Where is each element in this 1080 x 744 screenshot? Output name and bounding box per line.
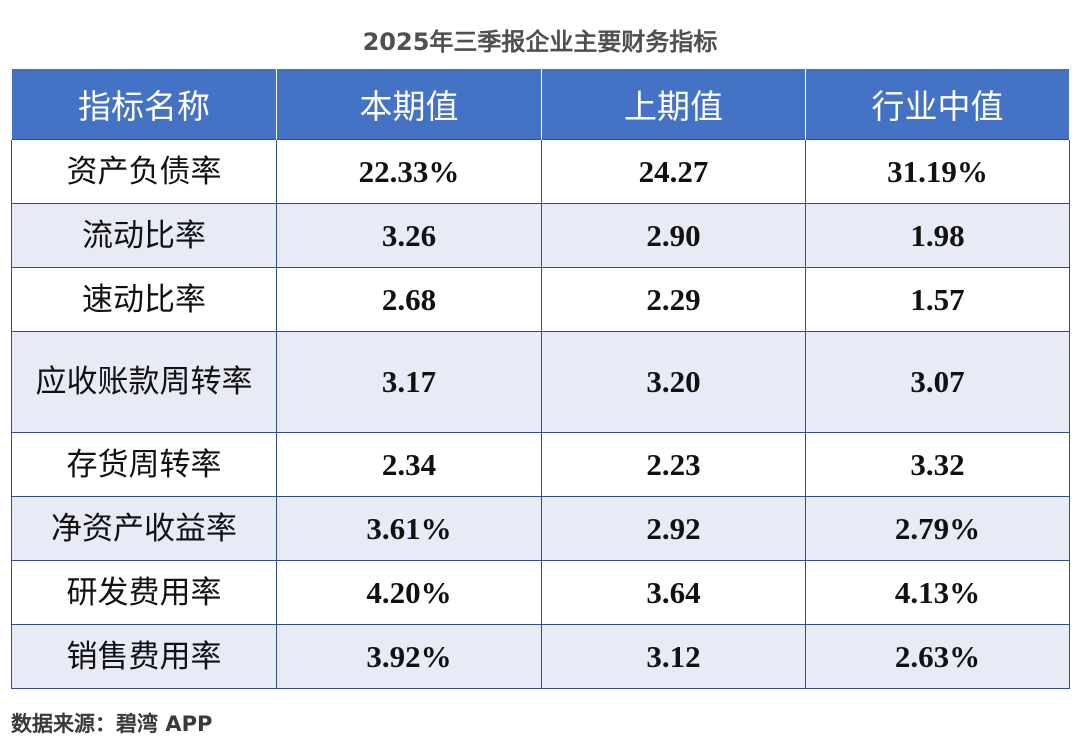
table-row: 存货周转率 2.34 2.23 3.32 — [11, 432, 1070, 497]
row-current-value: 3.26 — [276, 203, 542, 268]
row-indicator-name: 净资产收益率 — [11, 496, 277, 561]
table-row: 净资产收益率 3.61% 2.92 2.79% — [11, 496, 1070, 561]
page-title: 2025年三季报企业主要财务指标 — [362, 28, 718, 56]
row-indicator-name: 研发费用率 — [11, 560, 277, 625]
table-row: 资产负债率 22.33% 24.27 31.19% — [11, 139, 1070, 204]
row-industry-median: 2.63% — [805, 624, 1070, 689]
row-indicator-name: 存货周转率 — [11, 432, 277, 497]
row-current-value: 3.61% — [276, 496, 542, 561]
table-row: 销售费用率 3.92% 3.12 2.63% — [11, 624, 1070, 689]
table-row: 研发费用率 4.20% 3.64 4.13% — [11, 560, 1070, 625]
row-industry-median: 3.07 — [805, 331, 1070, 433]
row-indicator-name: 资产负债率 — [11, 139, 277, 204]
header-previous-value: 上期值 — [541, 69, 806, 140]
row-previous-value: 3.64 — [541, 560, 806, 625]
row-indicator-name: 流动比率 — [11, 203, 277, 268]
row-current-value: 4.20% — [276, 560, 542, 625]
row-current-value: 22.33% — [276, 139, 542, 204]
header-indicator-name: 指标名称 — [11, 69, 277, 140]
row-current-value: 2.34 — [276, 432, 542, 497]
row-indicator-name: 销售费用率 — [11, 624, 277, 689]
header-current-value: 本期值 — [276, 69, 542, 140]
row-industry-median: 3.32 — [805, 432, 1070, 497]
row-industry-median: 1.98 — [805, 203, 1070, 268]
header-industry-median: 行业中值 — [805, 69, 1070, 140]
financial-indicators-table: 指标名称 本期值 上期值 行业中值 资产负债率 22.33% 24.27 31.… — [11, 69, 1070, 693]
table-row: 应收账款周转率 3.17 3.20 3.07 — [11, 331, 1070, 433]
row-industry-median: 2.79% — [805, 496, 1070, 561]
row-industry-median: 31.19% — [805, 139, 1070, 204]
row-current-value: 2.68 — [276, 267, 542, 332]
row-industry-median: 1.57 — [805, 267, 1070, 332]
table-header-row: 指标名称 本期值 上期值 行业中值 — [11, 69, 1070, 140]
row-current-value: 3.17 — [276, 331, 542, 433]
table-row: 流动比率 3.26 2.90 1.98 — [11, 203, 1070, 268]
row-previous-value: 2.92 — [541, 496, 806, 561]
row-current-value: 3.92% — [276, 624, 542, 689]
row-previous-value: 24.27 — [541, 139, 806, 204]
row-industry-median: 4.13% — [805, 560, 1070, 625]
row-indicator-name: 应收账款周转率 — [11, 331, 277, 433]
row-previous-value: 2.90 — [541, 203, 806, 268]
table-row: 速动比率 2.68 2.29 1.57 — [11, 267, 1070, 332]
row-indicator-name: 速动比率 — [11, 267, 277, 332]
row-previous-value: 3.20 — [541, 331, 806, 433]
row-previous-value: 2.23 — [541, 432, 806, 497]
row-previous-value: 2.29 — [541, 267, 806, 332]
data-source-note: 数据来源：碧湾 APP — [11, 712, 213, 736]
row-previous-value: 3.12 — [541, 624, 806, 689]
